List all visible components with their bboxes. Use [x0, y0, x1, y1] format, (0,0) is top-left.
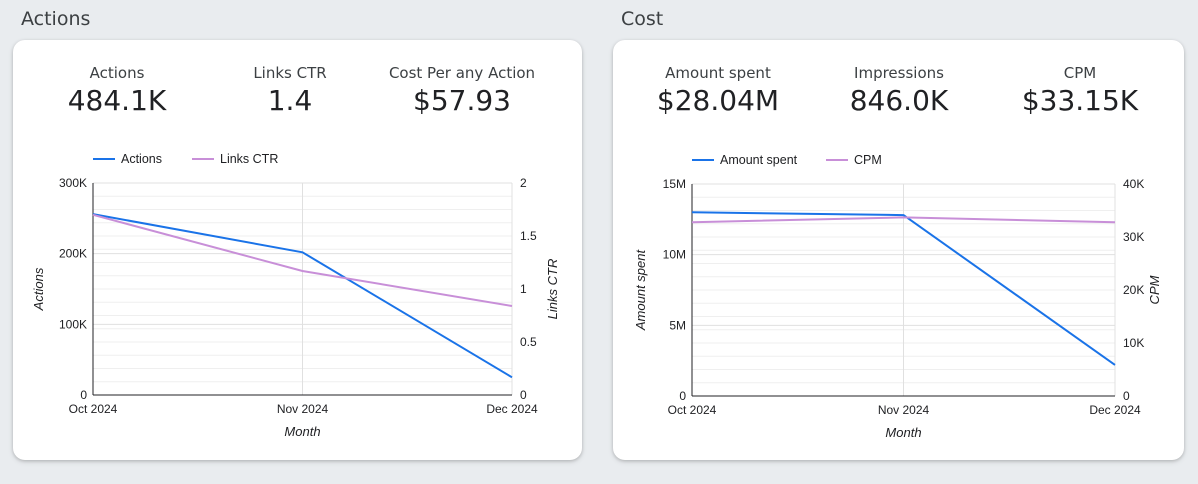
kpi-cost-per-action: Cost Per any Action $57.93 — [372, 64, 552, 117]
series-line-actions — [92, 213, 513, 379]
series-line-cpm — [691, 216, 1116, 224]
kpi-amount-spent: Amount spent $28.04M — [628, 64, 808, 117]
legend-label: Amount spent — [720, 153, 798, 167]
y-left-tick-label: 0 — [80, 388, 87, 402]
y-right-tick-label: 0.5 — [520, 335, 537, 349]
section-title-cost: Cost — [621, 8, 664, 30]
series-line-amount-spent — [691, 211, 1116, 366]
series-line-links-ctr — [92, 213, 513, 307]
kpi-value: $33.15K — [1021, 84, 1139, 117]
cost-card: Amount spent $28.04M Impressions 846.0K … — [613, 40, 1184, 460]
y-left-tick-label: 5M — [669, 318, 686, 332]
kpi-impressions: Impressions 846.0K — [809, 64, 989, 117]
x-tick-label: Oct 2024 — [668, 403, 717, 417]
y-left-axis-title: Amount spent — [633, 249, 648, 332]
x-tick-label: Nov 2024 — [277, 402, 329, 416]
kpi-value: 846.0K — [849, 84, 949, 117]
y-right-tick-label: 40K — [1123, 177, 1144, 191]
kpi-value: 1.4 — [267, 84, 313, 117]
y-left-tick-label: 300K — [59, 176, 87, 190]
y-left-axis-title: Actions — [31, 267, 46, 311]
y-left-tick-label: 15M — [663, 177, 686, 191]
x-axis-title: Month — [284, 424, 320, 439]
cost-line-chart: 0 5M 10M 15M 0 10K 20K 30K 40K Oct 2024 Nov 2024 De… — [633, 153, 1162, 440]
kpi-value: $57.93 — [413, 84, 511, 117]
y-right-tick-label: 2 — [520, 176, 527, 190]
y-left-tick-label: 100K — [59, 317, 87, 331]
kpi-label: Links CTR — [253, 64, 327, 82]
x-tick-label: Oct 2024 — [69, 402, 118, 416]
actions-card: Actions 484.1K Links CTR 1.4 Cost Per an… — [13, 40, 582, 460]
legend-label: CPM — [854, 153, 882, 167]
kpi-links-ctr: Links CTR 1.4 — [200, 64, 380, 117]
y-right-tick-label: 0 — [1123, 389, 1130, 403]
legend-label: Actions — [121, 152, 162, 166]
y-right-tick-label: 30K — [1123, 230, 1144, 244]
y-right-tick-label: 20K — [1123, 283, 1144, 297]
legend-label: Links CTR — [220, 152, 278, 166]
actions-line-chart: 0 100K 200K 300K 0 0.5 1 1.5 2 Oct 2024 Nov 2024 De… — [31, 152, 560, 439]
y-left-tick-label: 0 — [679, 389, 686, 403]
x-tick-label: Nov 2024 — [878, 403, 930, 417]
kpi-label: Amount spent — [665, 64, 771, 82]
x-tick-label: Dec 2024 — [1089, 403, 1141, 417]
kpi-value: 484.1K — [67, 84, 167, 117]
x-tick-label: Dec 2024 — [486, 402, 538, 416]
kpi-cpm: CPM $33.15K — [990, 64, 1170, 117]
y-right-tick-label: 10K — [1123, 336, 1144, 350]
kpi-actions: Actions 484.1K — [27, 64, 207, 117]
y-right-tick-label: 1 — [520, 282, 527, 296]
y-right-axis-title: CPM — [1147, 275, 1162, 304]
kpi-label: CPM — [1063, 64, 1097, 82]
kpi-label: Impressions — [854, 64, 944, 82]
section-title-actions: Actions — [21, 8, 91, 30]
y-left-tick-label: 200K — [59, 247, 87, 261]
kpi-label: Actions — [89, 64, 145, 82]
y-right-tick-label: 0 — [520, 388, 527, 402]
kpi-label: Cost Per any Action — [388, 64, 536, 82]
kpi-value: $28.04M — [656, 84, 780, 117]
x-axis-title: Month — [885, 425, 921, 440]
y-right-axis-title: Links CTR — [545, 259, 560, 320]
y-left-tick-label: 10M — [663, 248, 686, 262]
y-right-tick-label: 1.5 — [520, 229, 537, 243]
